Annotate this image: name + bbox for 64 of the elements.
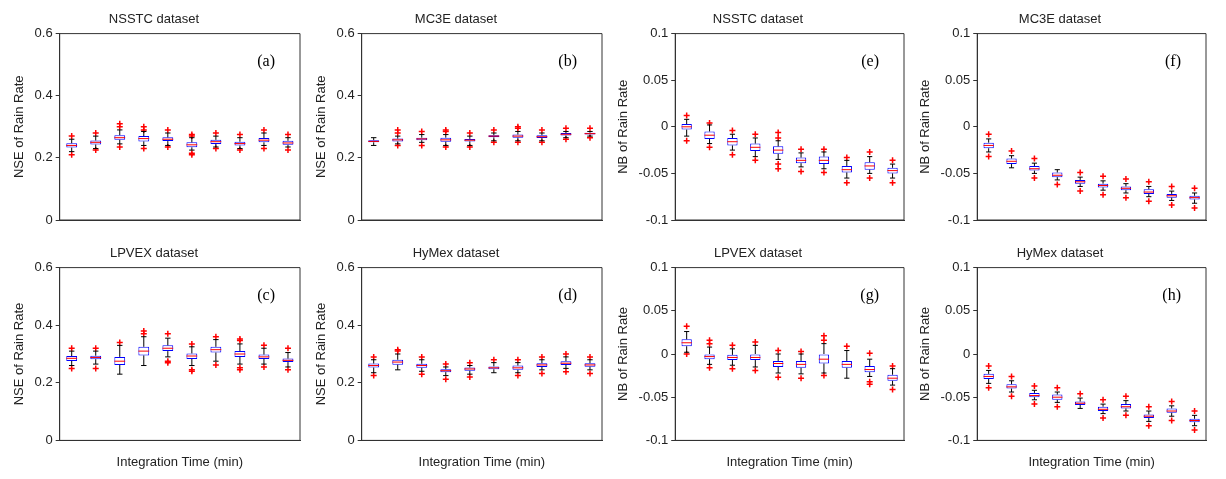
y-tick-label: 0.4 xyxy=(336,316,355,332)
y-tick-label: 0.2 xyxy=(34,374,53,390)
y-tick-label: -0.1 xyxy=(645,211,669,227)
y-tick-label: 0 xyxy=(661,345,669,361)
y-tick-label: 0.05 xyxy=(944,302,971,318)
x-axis-title: Integration Time (min) xyxy=(1028,453,1155,469)
y-tick-label: 0 xyxy=(45,431,53,447)
y-axis-title: NSE of Rain Rate xyxy=(11,302,27,406)
y-tick-label: 0.1 xyxy=(952,259,971,275)
y-axis-title: NSE of Rain Rate xyxy=(313,75,329,179)
annotation: (b) xyxy=(558,51,577,70)
y-axis-title: NSE of Rain Rate xyxy=(11,75,27,179)
y-tick-label: 0.2 xyxy=(34,149,53,165)
annotation: (c) xyxy=(257,285,275,304)
y-axis-title: NB of Rain Rate xyxy=(917,307,933,401)
chart-title: NSSTC dataset xyxy=(108,11,200,27)
y-tick-label: 0.4 xyxy=(34,316,53,332)
y-tick-label: 0 xyxy=(45,211,53,227)
y-tick-label: 0 xyxy=(347,431,355,447)
x-axis-title: Integration Time (min) xyxy=(116,453,244,469)
y-axis-title: NB of Rain Rate xyxy=(615,307,631,401)
annotation: (f) xyxy=(1165,51,1181,70)
y-axis-title: NSE of Rain Rate xyxy=(313,302,329,406)
y-tick-label: -0.1 xyxy=(947,431,971,447)
x-axis-title: Integration Time (min) xyxy=(726,453,853,469)
y-tick-label: 0.1 xyxy=(650,259,669,275)
y-tick-label: -0.05 xyxy=(940,388,971,404)
y-tick-label: 0.6 xyxy=(34,25,53,41)
y-tick-label: -0.1 xyxy=(947,211,971,227)
y-tick-label: 0 xyxy=(661,118,669,134)
y-tick-label: -0.1 xyxy=(645,431,669,447)
y-tick-label: 0.4 xyxy=(34,87,53,103)
y-axis-title: NB of Rain Rate xyxy=(615,79,631,174)
y-axis-title: NB of Rain Rate xyxy=(917,79,933,174)
y-tick-label: 0.05 xyxy=(642,71,669,87)
y-tick-label: 0 xyxy=(963,118,971,134)
y-tick-label: -0.05 xyxy=(940,164,971,180)
y-tick-label: 0.2 xyxy=(336,374,355,390)
y-tick-label: 0.6 xyxy=(336,25,355,41)
y-tick-label: 0.05 xyxy=(944,71,971,87)
y-tick-label: 0.2 xyxy=(336,149,355,165)
chart-title: LPVEX dataset xyxy=(109,245,199,261)
y-tick-label: 0.6 xyxy=(34,259,53,275)
y-tick-label: -0.05 xyxy=(638,164,669,180)
y-tick-label: 0 xyxy=(347,211,355,227)
annotation: (d) xyxy=(558,285,577,304)
chart-title: MC3E dataset xyxy=(414,11,498,27)
annotation: (e) xyxy=(861,51,879,70)
annotation: (g) xyxy=(860,285,879,304)
chart-title: NSSTC dataset xyxy=(712,11,804,27)
y-tick-label: 0.05 xyxy=(642,302,669,318)
x-axis-title: Integration Time (min) xyxy=(418,453,546,469)
y-tick-label: 0.1 xyxy=(650,25,669,41)
y-tick-label: 0.6 xyxy=(336,259,355,275)
y-tick-label: 0.1 xyxy=(952,25,971,41)
annotation: (a) xyxy=(257,51,275,70)
y-tick-label: 0 xyxy=(963,345,971,361)
chart-title: LPVEX dataset xyxy=(713,245,803,261)
annotation: (h) xyxy=(1162,285,1181,304)
chart-title: HyMex dataset xyxy=(412,245,500,261)
y-tick-label: 0.4 xyxy=(336,87,355,103)
chart-title: HyMex dataset xyxy=(1016,245,1104,261)
y-tick-label: -0.05 xyxy=(638,388,669,404)
chart-title: MC3E dataset xyxy=(1018,11,1102,27)
